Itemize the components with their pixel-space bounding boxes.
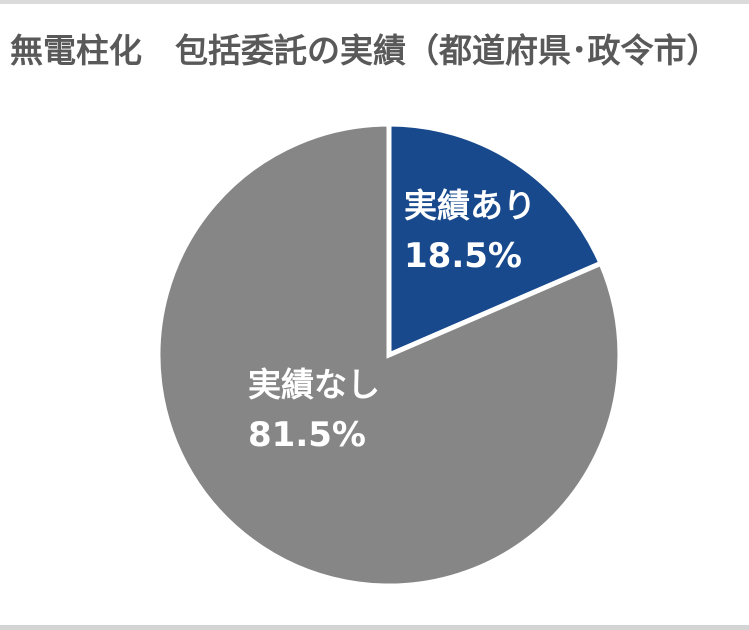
slice-percent-jisseki-nashi: 81.5% [248, 415, 366, 455]
slice-name-jisseki-nashi: 実績なし [248, 365, 380, 404]
slice-label-jisseki-nashi: 実績なし 81.5% [248, 360, 380, 460]
top-edge-line [0, 0, 749, 4]
chart-title: 無電柱化 包括委託の実績（都道府県･政令市） [10, 31, 720, 70]
bottom-edge-line [0, 625, 749, 630]
slice-name-jisseki-ari: 実績あり [404, 186, 536, 225]
pie-slice-jisseki-nashi [155, 121, 623, 589]
pie-chart: 実績あり 18.5% 実績なし 81.5% [149, 115, 629, 595]
slice-label-jisseki-ari: 実績あり 18.5% [404, 181, 536, 281]
pie-chart-canvas [155, 121, 623, 589]
pie-slice-jisseki-ari [386, 121, 605, 359]
slice-percent-jisseki-ari: 18.5% [404, 236, 522, 276]
